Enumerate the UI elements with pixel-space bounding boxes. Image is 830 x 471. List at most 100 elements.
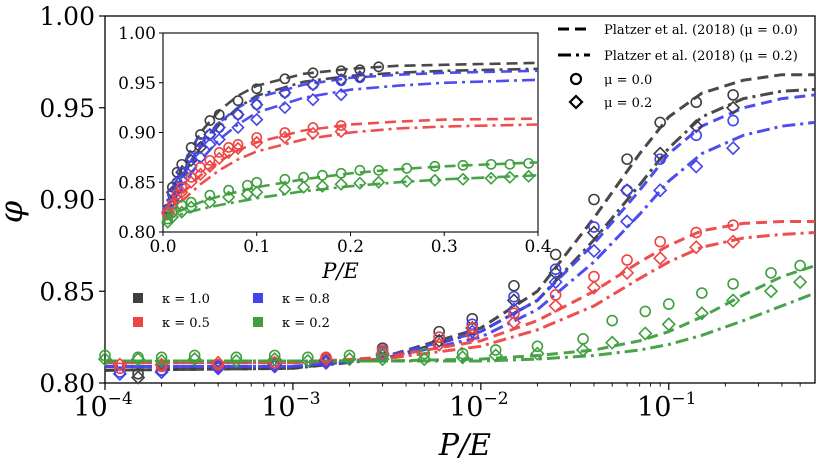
data-point-diamond (221, 145, 236, 160)
legend-kappa: κ = 1.0 κ = 0.8 κ = 0.5 κ = 0.2 (133, 292, 330, 331)
data-point-circle (508, 290, 520, 303)
data-point-diamond (184, 153, 198, 168)
legend-kappa-label: κ = 0.2 (282, 316, 330, 331)
data-point-circle (727, 219, 739, 231)
data-point-diamond (725, 234, 741, 249)
data-point-circle (279, 73, 291, 85)
data-point-diamond (334, 124, 348, 139)
legend-marker-circle (569, 72, 583, 86)
data-point-diamond (763, 284, 779, 299)
data-point-circle (508, 279, 520, 292)
data-point-diamond (187, 352, 202, 367)
data-point-circle (504, 158, 516, 170)
data-point-diamond (221, 190, 236, 204)
series-line (161, 78, 539, 224)
data-point-diamond (586, 243, 602, 259)
data-point-diamond (653, 146, 668, 161)
data-point-circle (794, 259, 806, 272)
data-point-circle (549, 289, 562, 301)
data-point-diamond (175, 205, 189, 219)
data-point-circle (354, 64, 366, 76)
data-point-circle (489, 344, 502, 356)
data-point-diamond (334, 177, 348, 191)
inset-y-tick-label: 0.80 (118, 223, 156, 243)
legend-marker-diamond (568, 94, 584, 110)
data-point-circle (251, 132, 263, 143)
legend-marker-label: μ = 0.2 (604, 96, 652, 111)
data-point-diamond (792, 274, 808, 290)
inset-y-tick-label: 0.90 (118, 124, 156, 144)
data-point-diamond (456, 172, 470, 186)
data-point-diamond (184, 175, 198, 189)
x-tick-label: 10−4 (73, 389, 132, 423)
x-tick-label: 10−1 (637, 389, 696, 423)
data-point-diamond (371, 175, 386, 189)
data-point-diamond (488, 348, 503, 363)
data-point-circle (176, 199, 188, 211)
data-point-circle (621, 254, 633, 266)
inset-y-tick-label: 1.00 (118, 24, 156, 44)
data-point-circle (727, 278, 739, 290)
data-point-circle (279, 127, 291, 138)
data-point-circle (343, 349, 356, 362)
data-point-circle (456, 347, 469, 360)
data-point-circle (232, 139, 244, 150)
data-point-circle (727, 89, 739, 101)
data-point-diamond (548, 298, 563, 314)
data-point-circle (185, 196, 197, 208)
inset-x-tick-label: 0.2 (337, 237, 364, 257)
data-point-diamond (653, 183, 668, 198)
data-point-diamond (619, 265, 635, 281)
data-point-circle (654, 116, 666, 129)
data-point-circle (99, 349, 111, 362)
data-point-diamond (306, 93, 320, 107)
data-point-circle (639, 305, 652, 318)
legend-kappa-swatch (253, 317, 263, 327)
data-point-circle (279, 87, 291, 99)
data-point-circle (727, 114, 739, 127)
data-point-circle (223, 184, 235, 196)
data-point-diamond (97, 352, 113, 367)
data-point-circle (508, 307, 520, 320)
data-point-circle (376, 349, 389, 362)
inset-x-tick-label: 0.1 (243, 237, 270, 257)
data-point-circle (307, 79, 319, 91)
data-point-circle (690, 96, 703, 109)
data-point-diamond (203, 195, 217, 209)
data-point-diamond (638, 326, 653, 341)
data-point-circle (549, 263, 562, 276)
data-point-circle (433, 331, 445, 343)
data-point-diamond (278, 100, 292, 115)
data-point-diamond (417, 352, 432, 367)
data-point-diamond (250, 135, 264, 150)
y-tick-label: 1.00 (39, 2, 95, 31)
data-point-circle (176, 166, 188, 178)
data-point-diamond (548, 274, 563, 290)
data-point-circle (155, 351, 168, 364)
data-point-circle (418, 347, 431, 360)
data-point-circle (213, 122, 225, 133)
x-tick-label: 10−2 (449, 389, 508, 423)
data-point-circle (335, 75, 347, 87)
inset-axis-ticks: 0.80 0.85 0.90 0.95 1.00 0.0 0.1 0.2 0.3 0.4 (118, 24, 551, 257)
data-point-diamond (689, 240, 704, 255)
x-tick-label: 10−3 (261, 389, 320, 423)
data-point-circle (549, 248, 562, 261)
data-point-circle (335, 120, 347, 131)
main-series-group (97, 73, 816, 385)
data-point-circle (401, 162, 413, 174)
data-point-circle (588, 221, 600, 233)
data-point-circle (204, 189, 216, 201)
y-tick-label: 0.90 (39, 186, 95, 215)
data-point-diamond (165, 210, 180, 224)
main-plot: 0.80 0.85 0.90 0.95 1.00 10−4 10−3 10−2 10−1 P/E… (0, 2, 816, 463)
data-point-diamond (250, 112, 264, 127)
data-point-diamond (203, 137, 217, 152)
data-point-circle (523, 157, 535, 169)
data-point-circle (176, 181, 188, 193)
legend-kappa-swatch (253, 293, 263, 303)
data-point-circle (354, 164, 366, 176)
data-point-circle (621, 184, 633, 197)
data-point-circle (654, 235, 666, 248)
